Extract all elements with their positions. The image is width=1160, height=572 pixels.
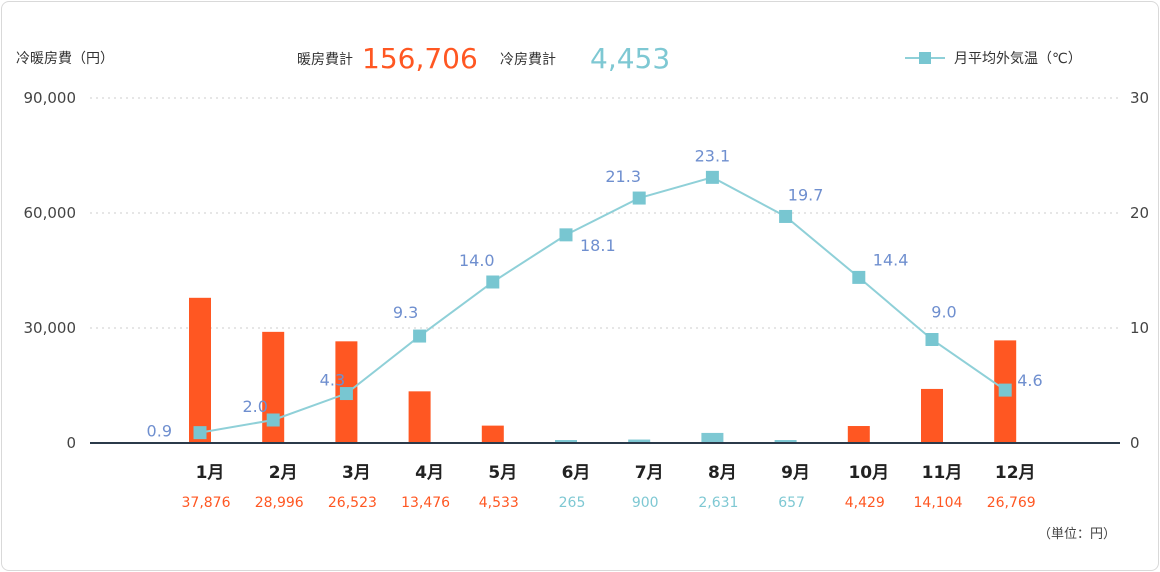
right-y-tick-label: 10 — [1130, 319, 1149, 337]
grid-lines — [90, 97, 1120, 329]
temperature-label: 4.6 — [1017, 371, 1042, 390]
temperature-point — [193, 426, 207, 440]
temperature-point — [998, 383, 1012, 397]
right-y-axis-ticks: 0 10 20 30 — [1130, 89, 1149, 452]
temperature-point — [486, 275, 500, 289]
heating-cost-label: 28,996 — [255, 495, 304, 511]
temperature-point — [852, 270, 866, 284]
cooling-cost-label: 900 — [632, 495, 659, 511]
temperature-label: 23.1 — [695, 146, 731, 165]
temperature-point — [413, 329, 427, 343]
temperature-label: 9.0 — [931, 303, 956, 322]
left-y-tick-label: 30,000 — [24, 319, 77, 337]
temperature-label: 0.9 — [147, 422, 172, 441]
month-label: 4月 — [415, 463, 444, 483]
month-label: 9月 — [781, 463, 810, 483]
month-label: 11月 — [922, 463, 963, 483]
heating-bar — [847, 426, 870, 443]
cost-labels: 37,876 28,996 26,523 13,476 4,533 265 900 2,631… — [182, 495, 1036, 511]
heating-bar — [189, 297, 211, 443]
month-labels: 1月 2月 3月 4月 5月 6月 7月 8月 9月 10月 11月 12月 — [196, 463, 1036, 483]
temperature-point — [779, 209, 793, 223]
month-label: 2月 — [269, 463, 298, 483]
right-y-tick-label: 0 — [1130, 434, 1140, 452]
temperature-label: 4.3 — [320, 371, 345, 390]
month-label: 7月 — [635, 463, 664, 483]
heating-bar — [921, 388, 943, 443]
cooling-total-value: 4,453 — [590, 42, 670, 75]
heating-total-label: 暖房費計 — [297, 52, 353, 68]
heating-bar — [481, 425, 504, 443]
temperature-label: 14.0 — [459, 251, 495, 270]
temperature-point — [266, 413, 280, 427]
right-y-tick-label: 30 — [1130, 89, 1149, 107]
legend: 月平均外気温（℃） — [905, 51, 1082, 67]
month-label: 5月 — [488, 463, 517, 483]
cooling-bar — [628, 439, 651, 443]
temperature-point — [632, 191, 646, 205]
bars — [189, 297, 1017, 443]
temperature-label: 21.3 — [605, 167, 641, 186]
temperature-label: 14.4 — [873, 250, 909, 269]
unit-note: （単位：円） — [1038, 526, 1116, 542]
temperature-label: 18.1 — [580, 236, 616, 255]
heating-cost-label: 26,523 — [328, 495, 377, 511]
cooling-bar — [701, 432, 724, 443]
heating-cost-label: 37,876 — [182, 495, 231, 511]
heating-cost-label: 13,476 — [401, 495, 450, 511]
temperature-polyline — [199, 176, 1006, 434]
temperature-point — [559, 228, 573, 242]
left-y-tick-label: 90,000 — [24, 89, 77, 107]
heating-cost-label: 26,769 — [987, 495, 1036, 511]
right-y-tick-label: 20 — [1130, 204, 1149, 222]
temperature-labels: 0.9 2.0 4.3 9.3 14.0 18.1 21.3 23.1 19.7 14.4 9.0 4… — [147, 146, 1043, 440]
temperature-point — [705, 170, 719, 184]
left-y-tick-label: 60,000 — [24, 204, 77, 222]
month-label: 12月 — [995, 463, 1036, 483]
cooling-cost-label: 2,631 — [698, 495, 738, 511]
cooling-cost-label: 265 — [559, 495, 586, 511]
temperature-point — [339, 387, 353, 401]
temperature-label: 9.3 — [393, 303, 418, 322]
heating-bar — [408, 391, 431, 443]
month-label: 10月 — [848, 463, 889, 483]
month-label: 8月 — [708, 463, 737, 483]
cooling-cost-label: 657 — [778, 495, 805, 511]
temperature-label: 19.7 — [788, 185, 824, 204]
heating-cost-label: 14,104 — [914, 495, 963, 511]
temperature-point — [925, 333, 939, 346]
legend-label: 月平均外気温（℃） — [954, 51, 1082, 67]
heating-cost-label: 4,429 — [845, 495, 885, 511]
month-label: 6月 — [562, 463, 591, 483]
month-label: 1月 — [196, 463, 225, 483]
cooling-bar — [555, 440, 577, 443]
temperature-label: 2.0 — [242, 397, 267, 416]
heating-cost-label: 4,533 — [479, 495, 519, 511]
left-y-axis-ticks: 0 30,000 60,000 90,000 — [24, 89, 77, 452]
left-y-tick-label: 0 — [66, 434, 76, 452]
cooling-total-label: 冷房費計 — [500, 52, 556, 68]
left-axis-title: 冷暖房費（円） — [16, 51, 114, 67]
month-label: 3月 — [342, 463, 371, 483]
temperature-line — [193, 170, 1012, 440]
legend-square-marker-icon — [919, 52, 931, 64]
heating-total-value: 156,706 — [362, 42, 478, 75]
cooling-bar — [774, 440, 797, 443]
